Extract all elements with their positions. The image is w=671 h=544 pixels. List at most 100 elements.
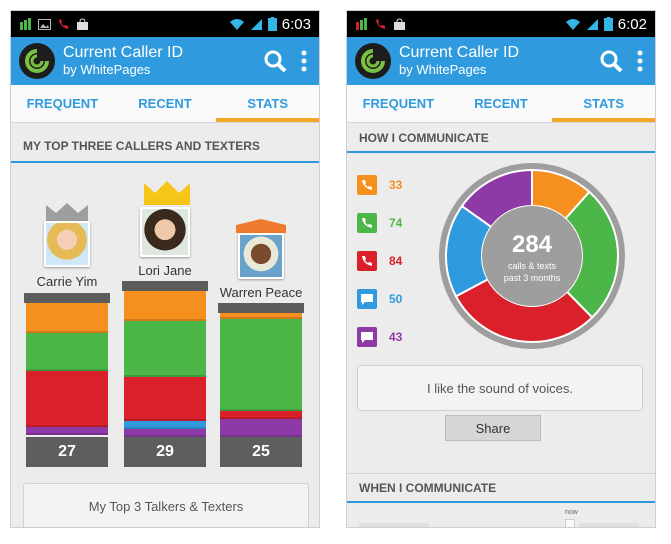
segment-incoming-calls (220, 313, 302, 319)
stat-outgoing-calls: 74 (357, 213, 402, 233)
segment-outgoing-calls (26, 333, 108, 371)
app-logo-icon[interactable] (355, 43, 391, 79)
caller-name: Lori Jane (138, 263, 192, 278)
share-button[interactable]: Share (445, 415, 541, 441)
app-logo-icon[interactable] (19, 43, 55, 79)
caller-total: 25 (220, 437, 302, 467)
segment-outgoing-calls (220, 319, 302, 411)
bar-stack (220, 313, 302, 437)
timeline-bar (359, 523, 429, 527)
timeline-bar (579, 523, 639, 527)
search-icon[interactable] (599, 49, 623, 73)
tab-frequent[interactable]: FREQUENT (362, 96, 435, 111)
stat-value: 33 (389, 178, 403, 192)
segment-missed-calls (124, 377, 206, 421)
cell-signal-icon (586, 18, 598, 30)
stat-value: 84 (389, 254, 403, 268)
donut-total: 284 (511, 231, 553, 258)
search-icon[interactable] (263, 49, 287, 73)
timeline-now-marker[interactable] (565, 519, 575, 527)
app-subtitle: by WhitePages (63, 61, 151, 77)
stat-value: 43 (389, 330, 403, 344)
quote-card[interactable]: I like the sound of voices. (357, 365, 643, 411)
phone-screen-stats-communication: 6:02 Current Caller ID by WhitePages FRE… (346, 10, 656, 528)
segment-missed-calls (220, 411, 302, 419)
pillar-cap (122, 281, 208, 291)
bar-stack (26, 303, 108, 435)
segment-texts (220, 419, 302, 437)
phone-screen-stats-top-callers: 6:03 Current Caller ID by WhitePages FRE… (10, 10, 320, 528)
segment-outgoing-calls (124, 321, 206, 377)
cell-signal-icon (250, 18, 262, 30)
status-time: 6:03 (281, 15, 311, 33)
wifi-icon (229, 18, 244, 30)
tab-bar: FREQUENT RECENT STATS (11, 85, 319, 123)
segment-outgoing-texts (124, 429, 206, 437)
signal-bars-icon (20, 17, 31, 30)
app-title: Current Caller ID (399, 44, 520, 62)
segment-incoming-texts (124, 421, 206, 429)
tab-bar: FREQUENT RECENT STATS (347, 85, 655, 123)
section-header-how-i-communicate: HOW I COMMUNICATE (347, 125, 655, 153)
donut-chart (439, 163, 625, 349)
avatar-lori[interactable] (140, 207, 190, 257)
incoming-call-icon (357, 175, 377, 195)
outgoing-text-icon (357, 327, 377, 347)
status-bar: 6:03 (11, 11, 319, 37)
orange-crown-icon (236, 219, 286, 233)
section-header-when-i-communicate: WHEN I COMMUNICATE (347, 473, 655, 503)
now-label: now (565, 509, 578, 516)
stat-incoming-calls: 33 (357, 175, 402, 195)
segment-missed-calls (26, 371, 108, 427)
signal-bars-icon (356, 17, 367, 30)
caller-name: Warren Peace (219, 285, 303, 300)
caller-total: 29 (124, 437, 206, 467)
communication-donut: 284 calls & texts past 3 months (437, 161, 627, 351)
gray-crown-icon (46, 203, 88, 221)
segment-incoming-calls (26, 303, 108, 333)
shopping-bag-icon (394, 17, 405, 30)
caller-name: Carrie Yim (36, 274, 98, 289)
overflow-menu-icon[interactable] (637, 50, 643, 72)
segment-texts (26, 427, 108, 435)
battery-icon (267, 17, 277, 31)
stat-incoming-texts: 50 (357, 289, 402, 309)
battery-icon (603, 17, 613, 31)
donut-caption-2: past 3 months (503, 273, 561, 283)
image-icon (38, 18, 51, 30)
incoming-text-icon (357, 289, 377, 309)
caller-total: 27 (26, 437, 108, 467)
tab-recent[interactable]: RECENT (474, 96, 528, 111)
pillar-cap (24, 293, 110, 303)
bar-stack (124, 291, 206, 437)
tab-recent[interactable]: RECENT (138, 96, 192, 111)
stat-missed-calls: 84 (357, 251, 402, 271)
stat-value: 74 (389, 216, 403, 230)
summary-card[interactable]: My Top 3 Talkers & Texters (23, 483, 309, 527)
app-bar: Current Caller ID by WhitePages (347, 37, 655, 85)
app-subtitle: by WhitePages (399, 61, 487, 77)
avatar-carrie[interactable] (44, 221, 90, 267)
wifi-icon (565, 18, 580, 30)
outgoing-call-icon (357, 213, 377, 233)
gold-crown-icon (144, 181, 190, 205)
tab-stats[interactable]: STATS (552, 85, 655, 122)
status-bar: 6:02 (347, 11, 655, 37)
overflow-menu-icon[interactable] (301, 50, 307, 72)
shopping-bag-icon (77, 17, 88, 30)
pillar-cap (218, 303, 304, 313)
status-time: 6:02 (617, 15, 647, 33)
missed-call-icon (357, 251, 377, 271)
avatar-warren[interactable] (238, 233, 284, 279)
segment-incoming-calls (124, 291, 206, 321)
missed-call-status-icon (376, 18, 385, 29)
tab-frequent[interactable]: FREQUENT (26, 96, 99, 111)
section-header-top-callers: MY TOP THREE CALLERS AND TEXTERS (11, 131, 319, 163)
stat-outgoing-texts: 43 (357, 327, 402, 347)
donut-caption-1: calls & texts (507, 261, 556, 271)
stat-value: 50 (389, 292, 403, 306)
app-bar: Current Caller ID by WhitePages (11, 37, 319, 85)
app-title: Current Caller ID (63, 44, 184, 62)
tab-stats[interactable]: STATS (216, 85, 319, 122)
missed-call-status-icon (59, 18, 68, 29)
